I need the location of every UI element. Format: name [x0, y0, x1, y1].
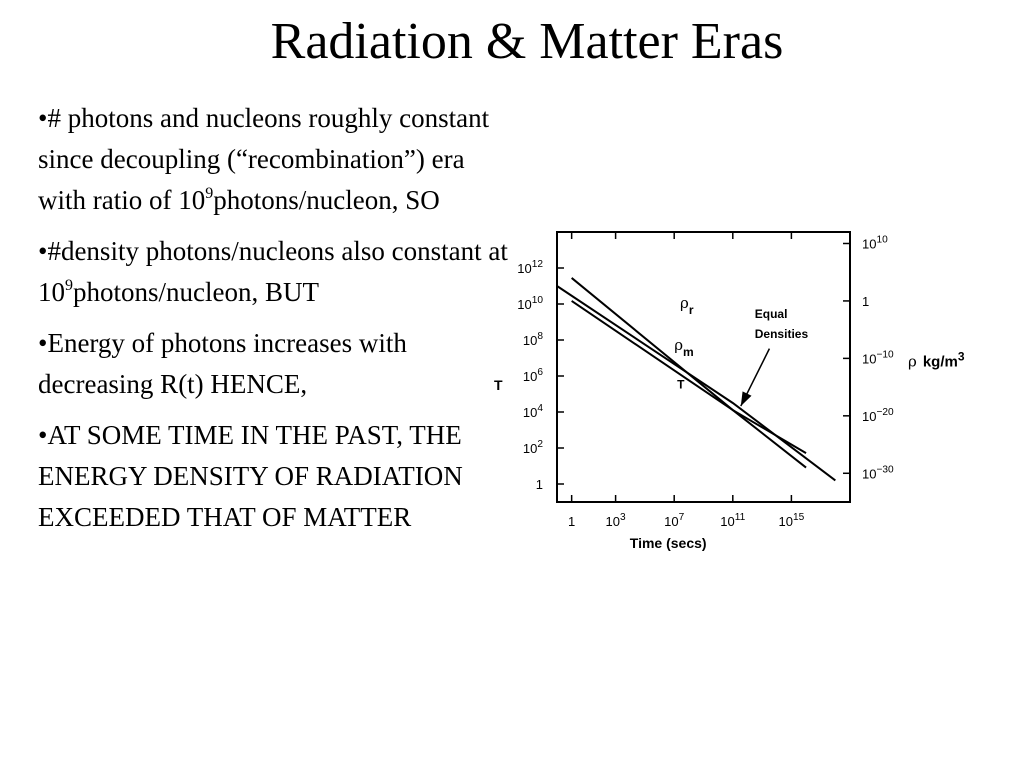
left-tick-label: 106: [523, 367, 543, 384]
bullet-text: •Energy of photons increases with decrea…: [38, 328, 407, 399]
right-tick-label: 10−30: [862, 464, 894, 481]
x-axis-label: Time (secs): [630, 535, 707, 551]
bullet-text: photons/nucleon, BUT: [73, 277, 319, 307]
radiation-matter-chart: 1 103 107 1011 1015 Time (secs) 1 102 104 106 108 1…: [494, 231, 965, 551]
series-line-t: [556, 285, 836, 482]
bullet-item: •# photons and nucleons roughly constant…: [38, 98, 518, 221]
left-tick-label: 104: [523, 403, 543, 420]
slide-title: Radiation & Matter Eras: [270, 13, 784, 70]
annotation-arrow-head: [740, 391, 752, 407]
left-tick-label: 102: [523, 439, 543, 456]
bullet-item: •Energy of photons increases with decrea…: [38, 323, 518, 405]
right-axis-label: ρ kg/m3: [908, 349, 965, 370]
series-label: ρr: [680, 294, 694, 317]
x-tick-label: 1011: [720, 512, 745, 529]
right-tick-label: 1: [862, 294, 869, 309]
series-label: ρm: [674, 336, 694, 359]
right-tick-label: 1010: [862, 234, 888, 251]
bullet-text: •#density photons/nucleons also constant…: [38, 236, 508, 307]
x-tick-label: 103: [606, 512, 626, 529]
bullet-superscript: 9: [205, 185, 214, 202]
right-tick-label: 10−10: [862, 349, 894, 366]
bullet-superscript: 9: [65, 277, 73, 294]
x-tick-label: 1015: [779, 512, 805, 529]
left-tick-label: 108: [523, 331, 543, 348]
x-tick-label: 107: [664, 512, 684, 529]
left-tick-label: 1010: [517, 295, 543, 312]
bullet-text: •# photons and nucleons roughly constant…: [38, 103, 490, 215]
left-axis-label: T: [494, 377, 503, 393]
series-label: T: [677, 378, 685, 392]
bullet-list: •# photons and nucleons roughly constant…: [38, 98, 518, 548]
bullet-text: photons/nucleon, SO: [213, 185, 440, 215]
x-tick-label: 1: [568, 514, 575, 529]
bullet-text: •AT SOME TIME IN THE PAST, THE ENERGY DE…: [38, 420, 463, 532]
series-line-rho-m: [571, 300, 807, 455]
left-tick-label: 1012: [517, 259, 543, 276]
plot-frame: [556, 231, 851, 503]
left-tick-label: 1: [536, 477, 543, 492]
annotation-text: Densities: [755, 327, 809, 341]
bullet-item: •#density photons/nucleons also constant…: [38, 231, 518, 313]
right-tick-label: 10−20: [862, 407, 894, 424]
annotation-text: Equal: [755, 307, 788, 321]
bullet-item: •AT SOME TIME IN THE PAST, THE ENERGY DE…: [38, 415, 518, 538]
